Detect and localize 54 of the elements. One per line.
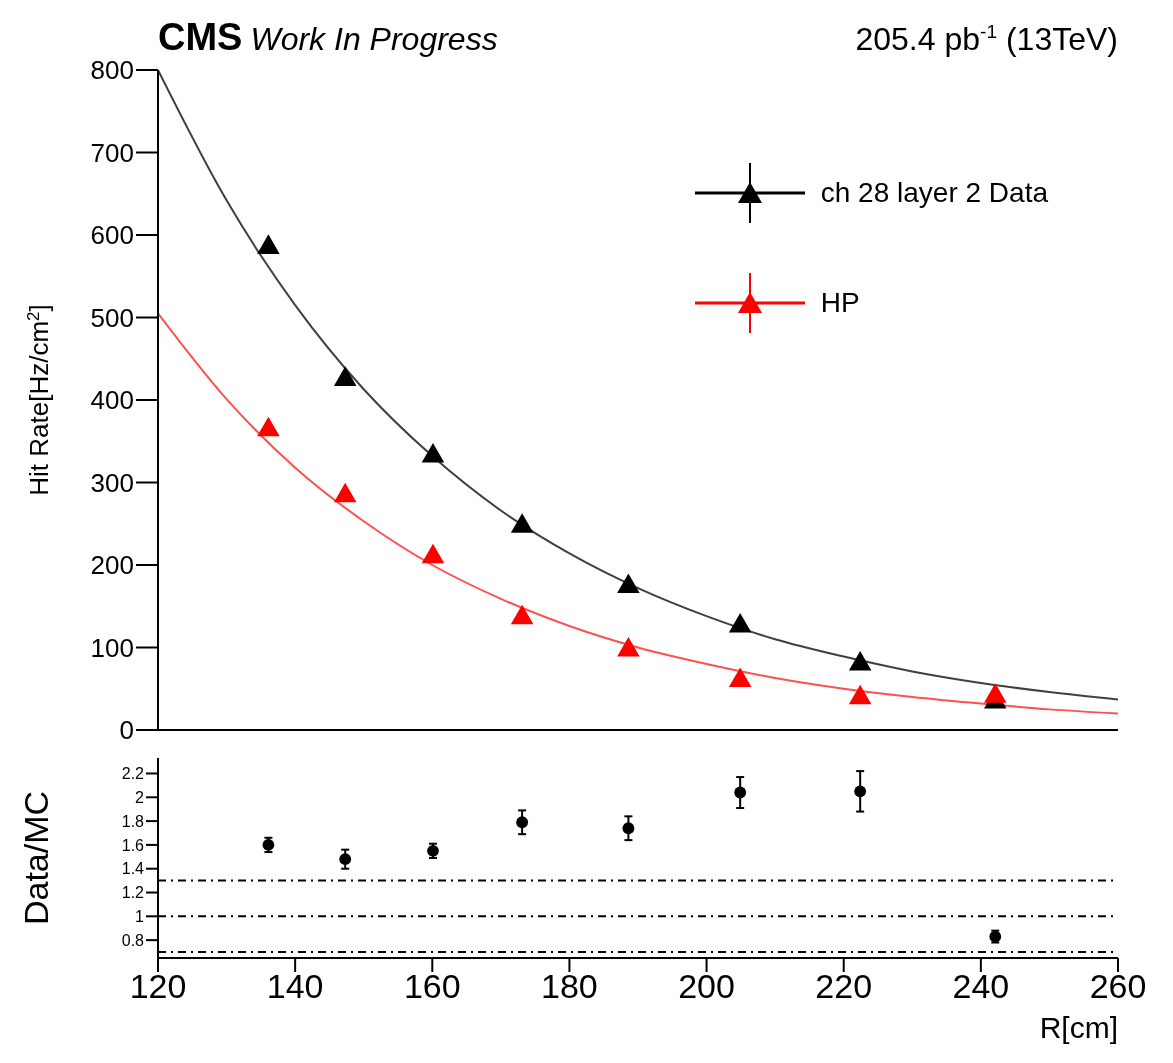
- y-tick-label: 500: [90, 302, 134, 333]
- point: [622, 822, 635, 835]
- point: [728, 667, 752, 688]
- y-tick-label: 1.6: [121, 836, 145, 854]
- x-tick-label: 260: [1089, 967, 1147, 1006]
- point: [516, 816, 529, 829]
- chart-subtitle: Work In Progress: [250, 21, 498, 57]
- point: [983, 683, 1007, 703]
- line-series: [158, 312, 1118, 715]
- y-tick-label: 600: [90, 220, 134, 251]
- x-tick-label: 140: [266, 967, 324, 1006]
- legend-label: ch 28 layer 2 Data: [820, 177, 1048, 209]
- point: [848, 650, 872, 671]
- point: [257, 234, 280, 254]
- point: [333, 366, 357, 386]
- point: [510, 513, 534, 533]
- x-tick-label: 240: [952, 967, 1010, 1006]
- line-series: [158, 70, 1118, 701]
- x-tick-label: 160: [403, 967, 461, 1006]
- point: [339, 853, 352, 866]
- y-tick-label: 0.8: [121, 931, 145, 949]
- point: [734, 786, 747, 799]
- y-tick-label: 700: [90, 137, 134, 168]
- x-axis-title: R[cm]: [1039, 1011, 1118, 1044]
- x-tick-label: 180: [541, 967, 598, 1006]
- y-tick-label: 0: [119, 715, 134, 746]
- x-tick-label: 220: [815, 967, 873, 1006]
- point: [617, 636, 640, 657]
- point: [848, 684, 872, 705]
- point: [510, 604, 534, 625]
- y-tick-label: 800: [90, 55, 134, 86]
- y-tick-label: 300: [90, 467, 134, 498]
- y-tick-label: 1.4: [121, 860, 145, 878]
- point: [617, 573, 640, 593]
- point: [421, 543, 445, 564]
- chart-title: CMS: [158, 16, 243, 58]
- text: 205.4 pb$^{-1}$ (13TeV): [855, 21, 1118, 57]
- point: [421, 443, 445, 463]
- y-tick-label: 100: [90, 632, 134, 663]
- y-tick-label: 1.2: [121, 884, 145, 902]
- y-tick-label: 200: [90, 550, 134, 581]
- y-tick-label: 2: [135, 788, 145, 806]
- y-tick-label: 2.2: [121, 765, 145, 783]
- point: [333, 482, 357, 503]
- point: [854, 785, 867, 798]
- y-tick-label: 400: [90, 385, 134, 416]
- y-tick-label: 1: [135, 908, 145, 926]
- y-tick-label: 1.8: [121, 812, 145, 830]
- x-tick-label: 200: [678, 967, 735, 1006]
- y-axis-title: Data/MC: [17, 790, 55, 926]
- legend-label: HP: [820, 287, 860, 319]
- point: [257, 416, 280, 437]
- point: [728, 613, 752, 633]
- x-tick-label: 120: [129, 967, 187, 1006]
